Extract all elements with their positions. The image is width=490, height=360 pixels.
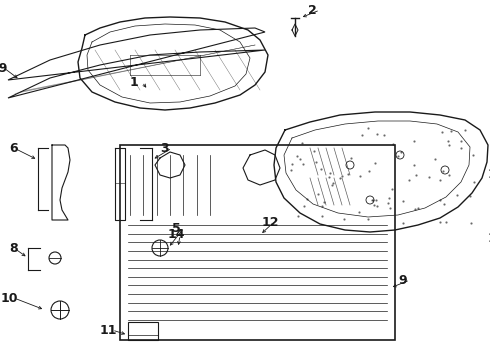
Text: 2: 2 [308,4,317,17]
Text: 10: 10 [0,292,18,305]
Text: 8: 8 [9,242,18,255]
Text: 3: 3 [160,141,169,154]
Text: 1: 1 [130,76,139,89]
Text: 11: 11 [100,324,118,337]
Text: 13: 13 [488,231,490,244]
Text: 5: 5 [172,221,181,234]
Bar [120,145,395,340]
Text: 6: 6 [9,141,18,154]
Text: 14: 14 [168,229,186,242]
Text: 12: 12 [262,216,279,229]
Text: 19: 19 [0,62,8,75]
Text: 16: 16 [488,168,490,181]
Text: 9: 9 [398,274,407,287]
Bar [128,322,158,340]
